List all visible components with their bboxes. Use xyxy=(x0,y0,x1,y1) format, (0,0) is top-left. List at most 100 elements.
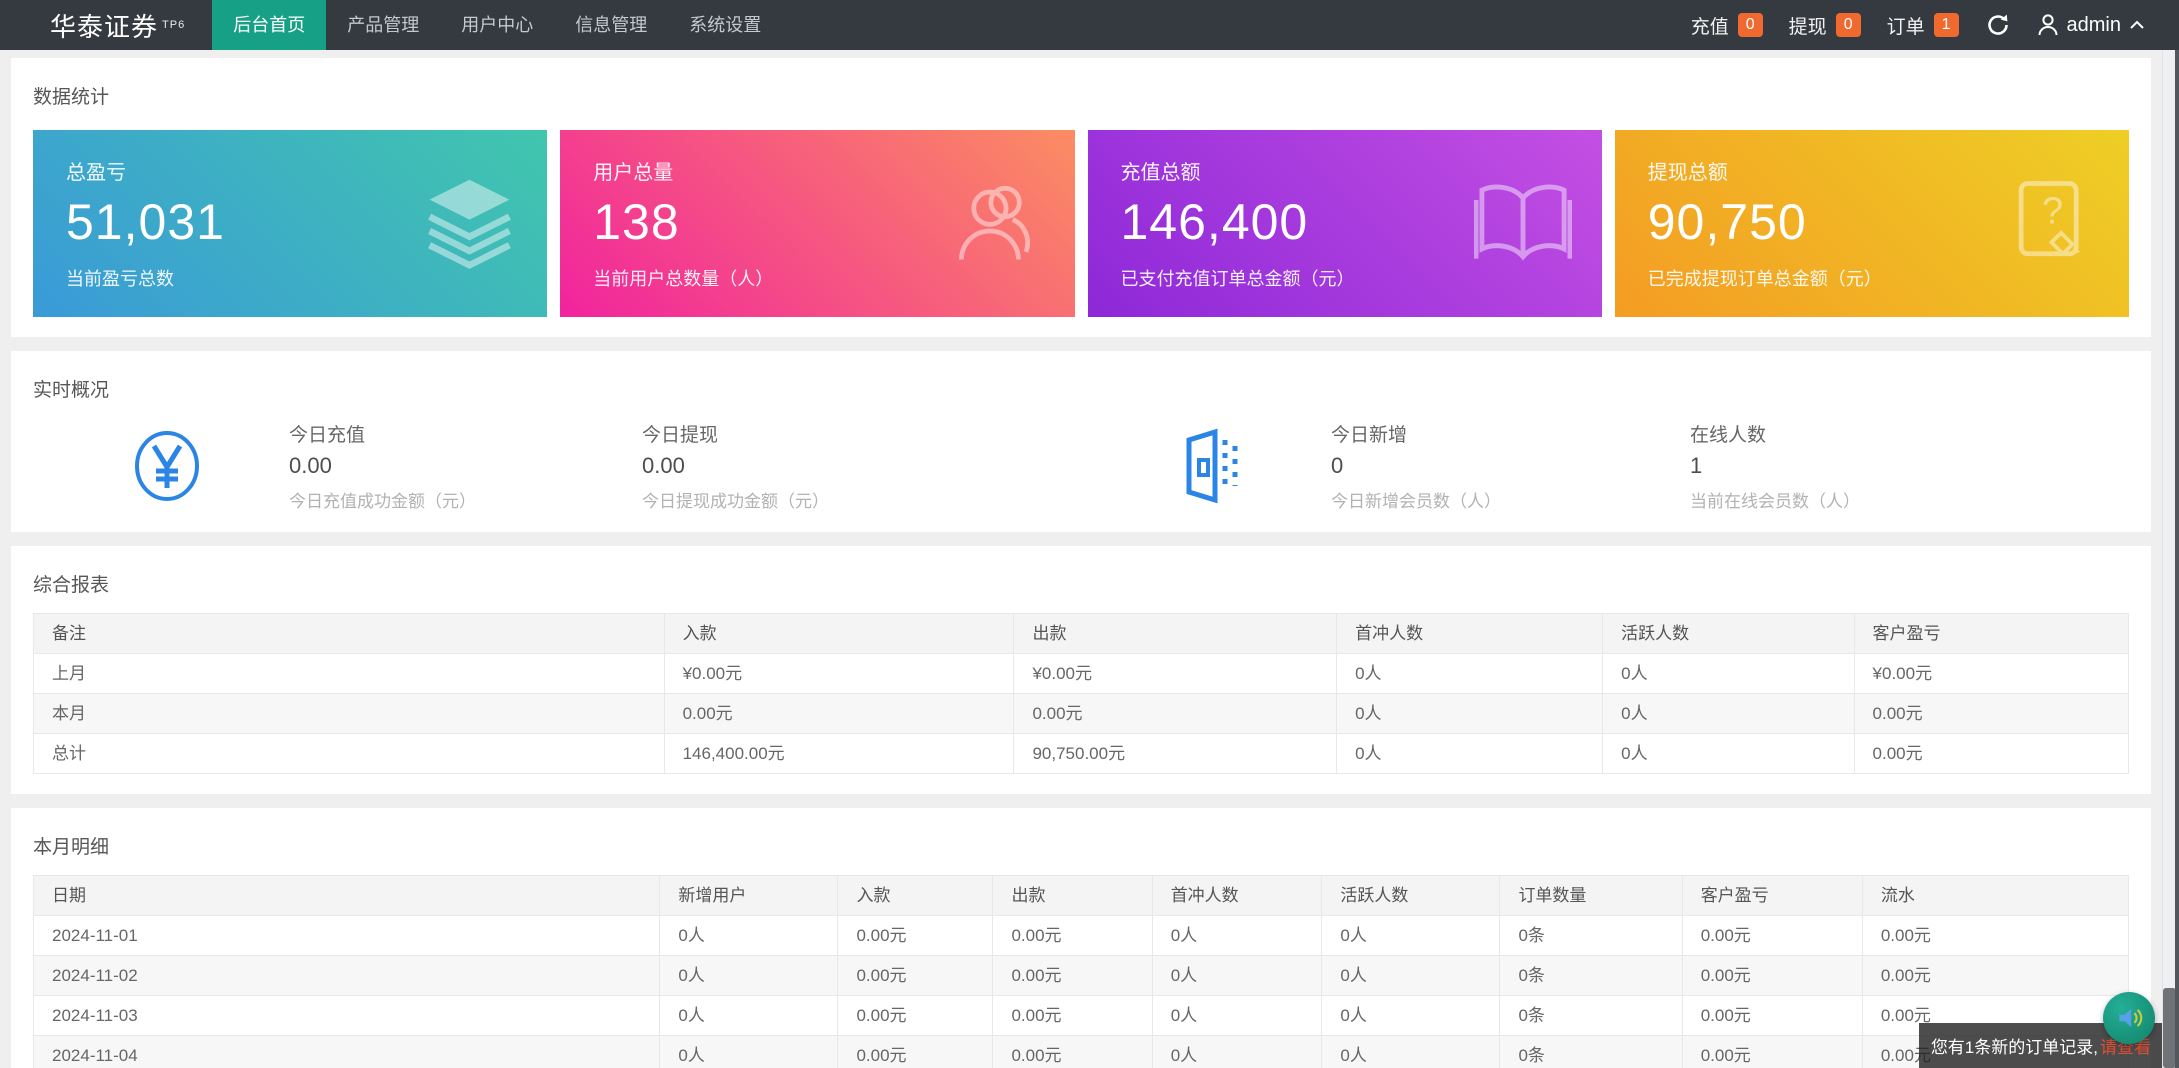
table-row: 2024-11-02 0人 0.00元 0.00元 0人 0人 0条 0.00元… xyxy=(32,955,2130,996)
user-menu[interactable]: admin xyxy=(2037,13,2145,37)
detail-header: 客户盈亏 xyxy=(1681,875,1863,916)
app-logo: 华泰证券 TP6 xyxy=(50,0,185,50)
online-members-stat: 在线人数 1 当前在线会员数（人） xyxy=(1605,420,2129,512)
recharge-badge: 0 xyxy=(1737,13,1763,37)
card-desc: 当前盈亏总数 xyxy=(66,269,174,289)
cell: 0.00元 xyxy=(1681,915,1863,956)
card-desc: 已支付充值订单总金额（元） xyxy=(1120,269,1355,289)
tab-settings[interactable]: 系统设置 xyxy=(689,15,762,35)
summary-header: 客户盈亏 xyxy=(1853,613,2130,654)
card-value: 51,031 xyxy=(66,194,225,250)
top-navbar: 华泰证券 TP6 后台首页 产品管理 用户中心 信息管理 系统设置 充值 0 提… xyxy=(0,0,2179,50)
doc-question-icon: ? xyxy=(2004,174,2099,274)
detail-table: 日期 新增用户 入款 出款 首冲人数 活跃人数 订单数量 客户盈亏 流水 202… xyxy=(32,875,2130,1068)
cell: 0.00元 xyxy=(837,955,994,996)
cell: 0人 xyxy=(1321,915,1501,956)
tab-users[interactable]: 用户中心 xyxy=(461,15,534,35)
stat-desc: 今日新增会员数（人） xyxy=(1331,492,1501,511)
withdraw-badge: 0 xyxy=(1835,13,1861,37)
stat-value: 1 xyxy=(1690,453,1703,478)
cell: 0人 xyxy=(1602,693,1855,734)
main-menu: 后台首页 产品管理 用户中心 信息管理 系统设置 xyxy=(212,0,782,50)
stat-desc: 今日提现成功金额（元） xyxy=(642,492,829,511)
orders-badge: 1 xyxy=(1933,13,1959,37)
today-recharge-stat: 今日充值 0.00 今日充值成功金额（元） xyxy=(33,420,557,512)
withdraw-total-card: 提现总额 90,750 已完成提现订单总金额（元） ? xyxy=(1614,130,2129,317)
stat-label: 今日充值 xyxy=(289,425,366,446)
tab-information[interactable]: 信息管理 xyxy=(575,15,648,35)
cell: 146,400.00元 xyxy=(663,733,1015,774)
logo-text: 华泰证券 xyxy=(50,11,159,42)
stat-cards-row: 总盈亏 51,031 当前盈亏总数 用户总量 138 当前用户总数量（人） xyxy=(33,130,2129,317)
cell: 0.00元 xyxy=(1853,733,2130,774)
cell: 0.00元 xyxy=(992,1035,1153,1068)
cell: 2024-11-01 xyxy=(32,915,661,956)
cell: 0人 xyxy=(659,1035,839,1068)
summary-header: 入款 xyxy=(663,613,1015,654)
navbar-right: 充值 0 提现 0 订单 1 admin xyxy=(1691,0,2145,50)
table-row: 上月 ¥0.00元 ¥0.00元 0人 0人 ¥0.00元 xyxy=(33,653,2130,694)
sound-notification-button[interactable] xyxy=(2103,992,2155,1044)
table-row: 本月 0.00元 0.00元 0人 0人 0.00元 xyxy=(33,693,2130,734)
cell: 0人 xyxy=(1321,995,1501,1036)
detail-title: 本月明细 xyxy=(33,837,110,858)
cell: 0人 xyxy=(659,955,839,996)
cell: 总计 xyxy=(33,733,665,774)
card-desc: 当前用户总数量（人） xyxy=(593,269,774,289)
detail-header: 日期 xyxy=(32,875,661,916)
cell: 本月 xyxy=(33,693,665,734)
cell: 0人 xyxy=(1151,915,1323,956)
realtime-title: 实时概况 xyxy=(33,380,110,401)
card-value: 90,750 xyxy=(1647,194,1807,250)
cell: 0人 xyxy=(1336,733,1604,774)
vertical-scrollbar-track[interactable] xyxy=(2162,50,2179,1068)
recharge-quick-button[interactable]: 充值 0 xyxy=(1691,12,1763,39)
cell: 0人 xyxy=(1602,653,1855,694)
chevron-up-icon xyxy=(2130,20,2144,29)
summary-report-panel: 综合报表 备注 入款 出款 首冲人数 活跃人数 客户盈亏 上月 ¥0. xyxy=(11,546,2151,794)
vertical-scrollbar-thumb[interactable] xyxy=(2163,988,2176,1068)
cell: 0人 xyxy=(1602,733,1855,774)
summary-table: 备注 入款 出款 首冲人数 活跃人数 客户盈亏 上月 ¥0.00元 ¥0.00元… xyxy=(33,613,2130,774)
yen-circle-icon xyxy=(133,429,201,503)
cell: 0.00元 xyxy=(837,995,994,1036)
withdraw-label: 提现 xyxy=(1788,16,1827,38)
card-label: 充值总额 xyxy=(1120,162,1201,184)
stats-panel: 数据统计 总盈亏 51,031 当前盈亏总数 用户总量 138 xyxy=(11,58,2151,337)
tab-products[interactable]: 产品管理 xyxy=(347,15,420,35)
cell: 0.00元 xyxy=(1853,693,2130,734)
refresh-icon[interactable] xyxy=(1985,12,2011,38)
detail-header-row: 日期 新增用户 入款 出款 首冲人数 活跃人数 订单数量 客户盈亏 流水 xyxy=(32,875,2130,916)
toast-view-link[interactable]: 请查看 xyxy=(2100,1038,2151,1057)
stat-value: 0.00 xyxy=(289,453,332,478)
tab-dashboard[interactable]: 后台首页 xyxy=(212,0,327,50)
cell: 0人 xyxy=(1336,693,1604,734)
card-label: 提现总额 xyxy=(1647,162,1728,184)
table-row: 2024-11-01 0人 0.00元 0.00元 0人 0人 0条 0.00元… xyxy=(32,915,2130,956)
speaker-icon xyxy=(2119,1008,2143,1028)
cell: 上月 xyxy=(33,653,665,694)
summary-header-row: 备注 入款 出款 首冲人数 活跃人数 客户盈亏 xyxy=(33,613,2130,654)
cell: ¥0.00元 xyxy=(1013,653,1338,694)
cell: 0条 xyxy=(1499,1035,1683,1068)
orders-quick-button[interactable]: 订单 1 xyxy=(1887,12,1959,39)
username: admin xyxy=(2066,13,2121,36)
cell: 0条 xyxy=(1499,955,1683,996)
today-new-members-stat: 今日新增 0 今日新增会员数（人） xyxy=(1081,420,1605,512)
cell: 0条 xyxy=(1499,995,1683,1036)
profit-card: 总盈亏 51,031 当前盈亏总数 xyxy=(33,130,548,317)
page-content: 数据统计 总盈亏 51,031 当前盈亏总数 用户总量 138 xyxy=(0,50,2162,1068)
cell: 0人 xyxy=(1151,1035,1323,1068)
cell: 0条 xyxy=(1499,915,1683,956)
recharge-total-card: 充值总额 146,400 已支付充值订单总金额（元） xyxy=(1087,130,1602,317)
window-edge xyxy=(2175,50,2179,1068)
detail-header: 活跃人数 xyxy=(1321,875,1501,916)
table-row: 2024-11-04 0人 0.00元 0.00元 0人 0人 0条 0.00元… xyxy=(32,1035,2130,1068)
withdraw-quick-button[interactable]: 提现 0 xyxy=(1789,12,1861,39)
cell: 0人 xyxy=(1321,1035,1501,1068)
card-value: 138 xyxy=(593,194,680,250)
cell: 90,750.00元 xyxy=(1013,733,1338,774)
cell: 2024-11-04 xyxy=(32,1035,661,1068)
logo-version: TP6 xyxy=(162,19,186,31)
detail-header: 订单数量 xyxy=(1499,875,1683,916)
